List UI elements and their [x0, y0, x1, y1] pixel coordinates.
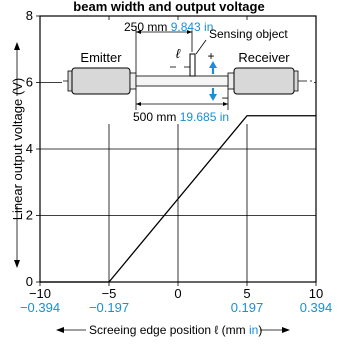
light-beam: [135, 75, 229, 87]
dim-top-in: 9.843 in: [171, 20, 214, 34]
x-axis-label-main: Screeing edge position ℓ (mm: [89, 323, 249, 337]
plus-symbol: +: [207, 49, 214, 63]
receiver-body: [233, 67, 295, 95]
dim-bottom-text: 500 mm 19.685 in: [133, 110, 229, 124]
x-tick-label-inch: 0.197: [231, 300, 264, 315]
x-axis-ticks: −10−0.394 −5−0.197 0 50.197 100.394: [20, 282, 332, 315]
y-tick-label: 4: [26, 141, 33, 156]
x-axis-label: Screeing edge position ℓ (mm in): [89, 323, 262, 337]
minus-symbol: −: [221, 91, 228, 105]
sensing-object: [189, 53, 196, 77]
emitter-lens: [129, 72, 137, 90]
x-tick-label-inch: −0.197: [89, 300, 129, 315]
dim-bottom-arrow-right: [223, 102, 228, 106]
x-axis-arrow-left: [56, 327, 64, 333]
x-axis-arrow-right: [282, 327, 290, 333]
y-axis-arrow-down: [14, 260, 20, 268]
y-axis-arrow-up: [14, 42, 20, 50]
dim-bottom-arrow-left: [136, 102, 141, 106]
x-tick-label: −5: [102, 286, 117, 301]
emitter-body: [71, 67, 131, 95]
y-axis-ticks: 0 2 4 6 8: [26, 8, 40, 289]
sensor-illustration: Emitter Receiver 250 mm 9.843 in ℓ Sensing o…: [62, 20, 314, 124]
dim-top-text: 250 mm 9.843 in: [124, 20, 213, 34]
y-axis-label-group: Linear output voltage (V): [10, 42, 25, 268]
x-tick-label: −10: [29, 286, 51, 301]
y-axis-label: Linear output voltage (V): [10, 78, 25, 220]
y-tick-label: 8: [26, 8, 33, 23]
chart-title: beam width and output voltage: [73, 0, 264, 14]
y-tick-label: 6: [26, 75, 33, 90]
dim-top-mm: 250 mm: [124, 20, 171, 34]
x-axis-label-group: Screeing edge position ℓ (mm in): [56, 323, 290, 337]
dim-bottom-mm: 500 mm: [133, 110, 180, 124]
sensing-object-leader: [195, 39, 207, 55]
dim-top-arrow-right: [187, 30, 192, 34]
x-tick-label-inch: 0.394: [300, 300, 333, 315]
x-tick-label-inch: −0.394: [20, 300, 60, 315]
move-arrow-up: [209, 61, 217, 68]
series-layer: [40, 115, 316, 283]
x-axis-label-unit-alt: in: [249, 323, 258, 337]
sensing-object-label: Sensing object: [209, 27, 288, 41]
ell-symbol: ℓ: [176, 46, 181, 61]
emitter-cap: [67, 70, 73, 92]
x-tick-label: 5: [243, 286, 250, 301]
y-tick-label: 0: [26, 274, 33, 289]
emitter-label: Emitter: [80, 50, 122, 65]
dim-bottom-in: 19.685 in: [180, 110, 229, 124]
series-line: [40, 115, 316, 283]
receiver-cap: [293, 70, 299, 92]
receiver-lens: [227, 72, 235, 90]
dim-top-arrow-left: [136, 30, 141, 34]
receiver-label: Receiver: [238, 50, 290, 65]
x-tick-label: 10: [309, 286, 323, 301]
x-tick-label: 0: [174, 286, 181, 301]
y-tick-label: 2: [26, 208, 33, 223]
move-arrow-down: [209, 94, 217, 101]
